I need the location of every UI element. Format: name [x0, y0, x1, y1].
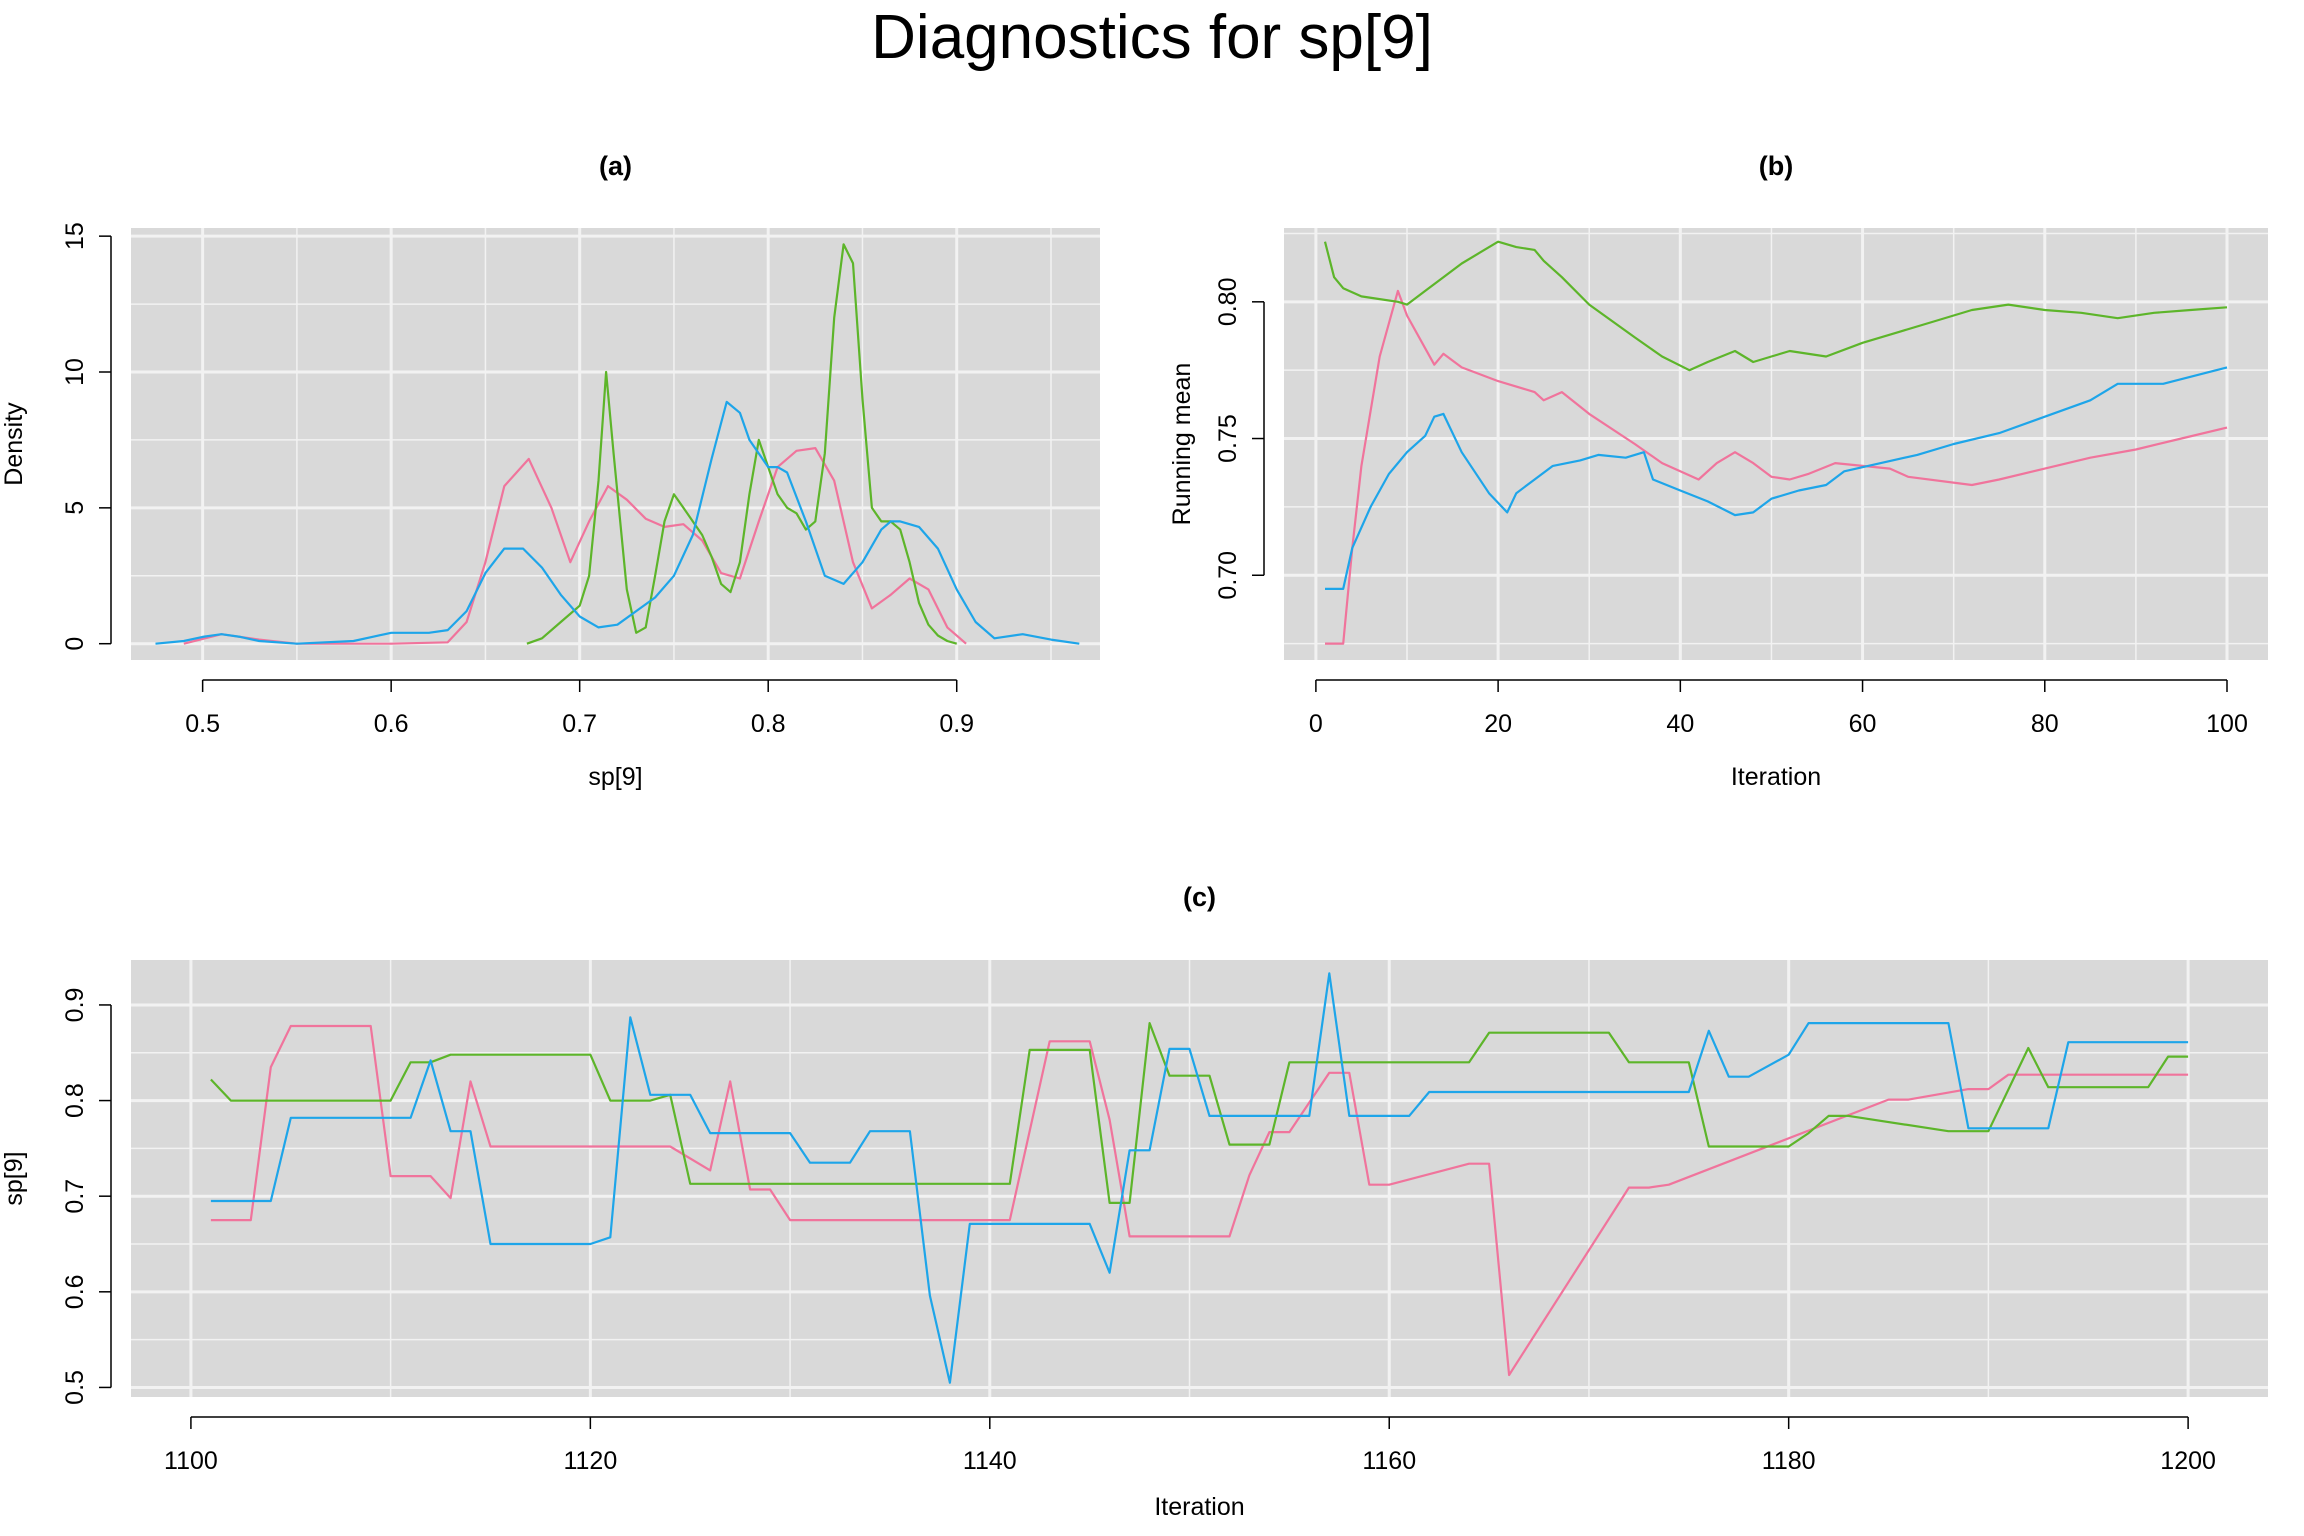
y-tick-label: 10: [61, 358, 89, 386]
x-tick-label: 1100: [164, 1447, 218, 1475]
plot-title-c: (c): [1183, 882, 1216, 912]
series-line-b-chain2: [1323, 240, 2228, 372]
y-tick-label: 0.70: [1214, 551, 1242, 600]
plot-title-a: (a): [599, 151, 632, 181]
series-line-c-chain1: [210, 1024, 2189, 1377]
y-tick-label: 0.75: [1214, 414, 1242, 463]
x-tick-label: 0.8: [751, 710, 786, 738]
y-axis-label-b: Running mean: [1168, 363, 1196, 526]
x-tick-label: 40: [1666, 710, 1694, 738]
x-axis-label-a: sp[9]: [588, 763, 642, 791]
plot-area-b: [1284, 228, 2268, 660]
x-tick-label: 1180: [1762, 1447, 1816, 1475]
x-tick-label: 0.7: [562, 710, 597, 738]
plot-area-c: [131, 960, 2268, 1397]
y-axis-label-a: Density: [0, 402, 28, 486]
x-axis-label-c: Iteration: [1154, 1493, 1244, 1521]
x-tick-label: 0.6: [374, 710, 409, 738]
series-line-c-chain3: [210, 972, 2189, 1384]
main-title: Diagnostics for sp[9]: [871, 3, 1433, 72]
grid-c: [131, 960, 2268, 1397]
y-tick-label: 0.80: [1214, 277, 1242, 326]
x-tick-label: 80: [2031, 710, 2059, 738]
y-tick-label: 0: [61, 637, 89, 651]
series-line-b-chain3: [1325, 366, 2228, 591]
series-line-c-chain2: [210, 1021, 2189, 1205]
x-tick-label: 0.5: [185, 710, 220, 738]
x-tick-label: 20: [1484, 710, 1512, 738]
panel-b: 0 20 40 60 80 100 0.70 0.75 0.80 (b) Iteration Runn…: [1168, 151, 2268, 791]
y-tick-label: 0.9: [61, 988, 89, 1023]
series-line-b-chain1: [1325, 289, 2228, 645]
x-tick-label: 1140: [963, 1447, 1017, 1475]
x-tick-label: 60: [1849, 710, 1877, 738]
y-axis-label-c: sp[9]: [0, 1151, 28, 1205]
y-tick-label: 0.8: [61, 1083, 89, 1118]
plot-title-b: (b): [1759, 151, 1793, 181]
x-tick-label: 1200: [2160, 1447, 2216, 1475]
x-tick-label: 1160: [1362, 1447, 1416, 1475]
y-tick-label: 0.5: [61, 1370, 89, 1405]
grid-a: [131, 228, 1100, 660]
series-line-a-chain3: [155, 400, 1080, 645]
y-tick-label: 15: [61, 222, 89, 250]
x-axis-label-b: Iteration: [1731, 763, 1821, 791]
y-tick-label: 0.7: [61, 1179, 89, 1214]
panel-a: 0.5 0.6 0.7 0.8 0.9 0 5 10 15 (a) sp[9] Density: [0, 151, 1100, 791]
x-tick-label: 0: [1309, 710, 1323, 738]
y-tick-label: 5: [61, 501, 89, 515]
x-tick-label: 0.9: [939, 710, 974, 738]
plot-area-a: [131, 228, 1100, 660]
panel-c: 1100 1120 1140 1160 1180 1200 0.5 0.6 0.7 0.8 0.9 (…: [0, 882, 2268, 1521]
x-tick-label: 100: [2206, 710, 2248, 738]
x-tick-label: 1120: [563, 1447, 617, 1475]
y-tick-label: 0.6: [61, 1274, 89, 1309]
grid-b: [1284, 228, 2268, 660]
